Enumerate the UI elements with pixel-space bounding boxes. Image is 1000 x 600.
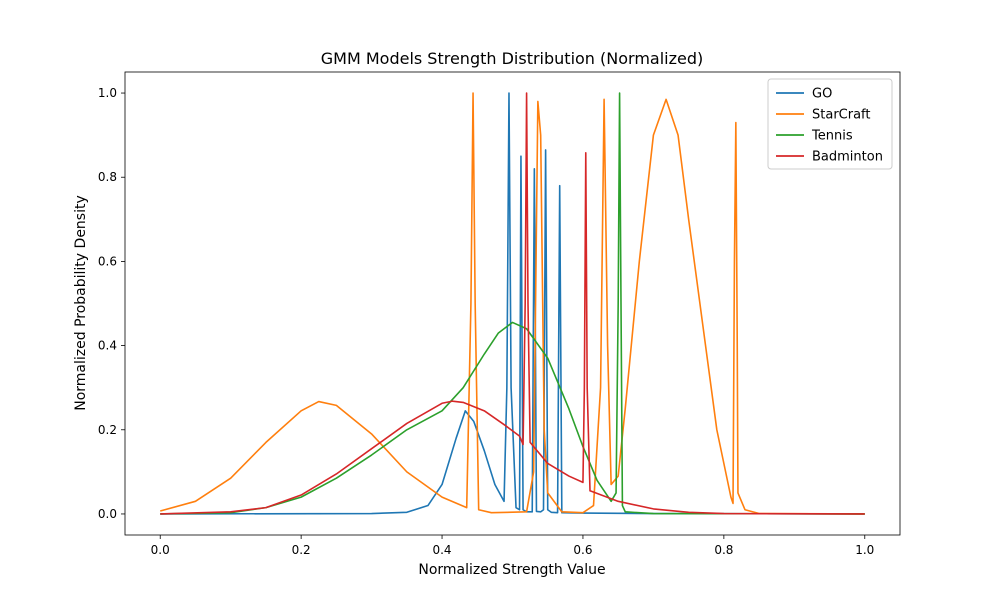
series-line-tennis (160, 92, 865, 515)
legend-label-badminton: Badminton (812, 150, 883, 165)
plot-area (160, 92, 865, 515)
legend-label-starcraft: StarCraft (812, 108, 871, 123)
series-line-badminton (160, 92, 865, 515)
y-tick-label: 0.4 (98, 339, 117, 353)
x-tick-label: 0.4 (432, 543, 451, 557)
legend-box (767, 78, 893, 170)
y-tick-label: 0.6 (98, 254, 117, 268)
chart-title: GMM Models Strength Distribution (Normal… (321, 49, 704, 68)
y-axis-label: Normalized Probability Density (73, 195, 89, 411)
x-tick-label: 0.0 (151, 543, 170, 557)
x-axis-label: Normalized Strength Value (418, 562, 605, 578)
legend: GO StarCraft Tennis Badminton (767, 78, 893, 170)
legend-label-tennis: Tennis (811, 129, 853, 144)
x-tick-label: 0.8 (714, 543, 733, 557)
axes-frame (124, 71, 901, 536)
y-tick-label: 0.2 (98, 423, 117, 437)
series-line-starcraft (160, 92, 865, 515)
x-tick-label: 1.0 (855, 543, 874, 557)
x-tick-label: 0.6 (573, 543, 592, 557)
axes: 0.0 0.2 0.4 0.6 0.8 1.0 0.0 0.2 0.4 0.6 0.8 1.0 (98, 71, 901, 557)
legend-label-go: GO (812, 87, 832, 102)
y-tick-label: 0.8 (98, 170, 117, 184)
y-tick-label: 1.0 (98, 86, 117, 100)
x-tick-label: 0.2 (292, 543, 311, 557)
y-tick-label: 0.0 (98, 507, 117, 521)
series-line-go (160, 92, 865, 515)
